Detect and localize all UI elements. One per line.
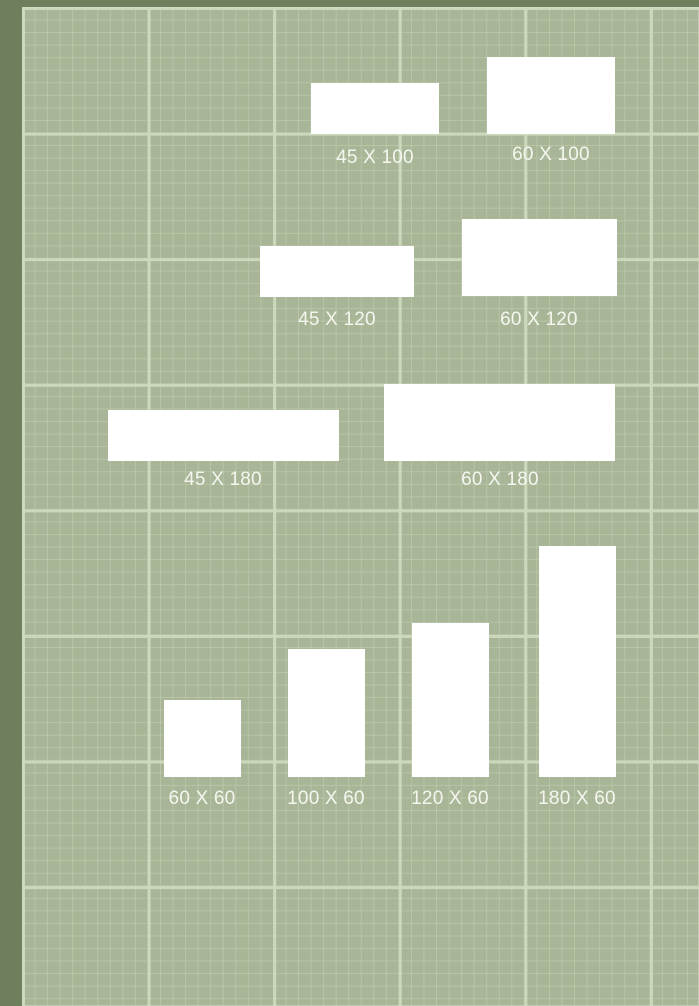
rug-swatch-120x60 bbox=[412, 623, 489, 777]
rug-swatch-45x120 bbox=[260, 246, 414, 297]
rug-size-label-60x100: 60 X 100 bbox=[512, 144, 590, 165]
rug-swatch-180x60 bbox=[539, 546, 616, 777]
rug-size-label-60x120: 60 X 120 bbox=[500, 309, 578, 330]
size-grid-board: 45 X 100 60 X 100 45 X 120 60 X 120 45 X… bbox=[22, 7, 699, 1006]
rug-swatch-45x180 bbox=[108, 410, 339, 461]
rug-size-label-60x60: 60 X 60 bbox=[168, 788, 236, 809]
rug-swatch-60x60 bbox=[164, 700, 241, 777]
rug-size-label-60x180: 60 X 180 bbox=[461, 469, 539, 490]
rug-swatch-60x180 bbox=[384, 384, 615, 461]
rug-swatch-60x120 bbox=[462, 219, 617, 296]
rug-swatch-60x100 bbox=[487, 57, 615, 134]
rug-size-label-45x100: 45 X 100 bbox=[336, 147, 414, 168]
rug-size-label-180x60: 180 X 60 bbox=[538, 788, 616, 809]
rug-size-label-45x180: 45 X 180 bbox=[184, 469, 262, 490]
rug-swatch-45x100 bbox=[311, 83, 439, 134]
rug-size-label-100x60: 100 X 60 bbox=[287, 788, 365, 809]
rug-size-label-45x120: 45 X 120 bbox=[298, 309, 376, 330]
rug-swatch-100x60 bbox=[288, 649, 365, 777]
rug-size-label-120x60: 120 X 60 bbox=[411, 788, 489, 809]
